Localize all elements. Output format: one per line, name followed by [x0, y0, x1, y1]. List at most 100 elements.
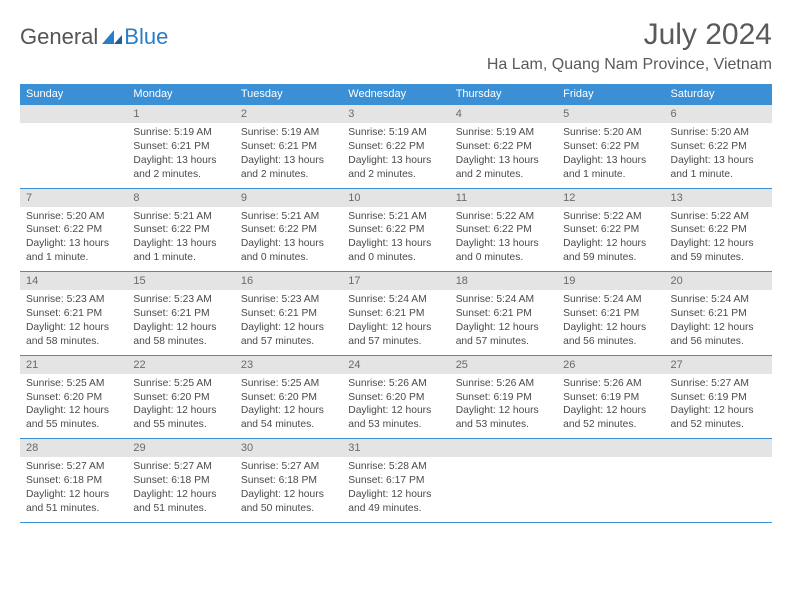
sunset-line: Sunset: 6:22 PM: [26, 223, 121, 237]
day-cell: 25Sunrise: 5:26 AMSunset: 6:19 PMDayligh…: [450, 356, 557, 439]
day-body: Sunrise: 5:21 AMSunset: 6:22 PMDaylight:…: [235, 207, 342, 272]
day-cell: [450, 439, 557, 522]
day-cell: 21Sunrise: 5:25 AMSunset: 6:20 PMDayligh…: [20, 356, 127, 439]
day-body: Sunrise: 5:27 AMSunset: 6:19 PMDaylight:…: [665, 374, 772, 439]
header: General Blue July 2024 Ha Lam, Quang Nam…: [20, 18, 772, 74]
day-cell: 10Sunrise: 5:21 AMSunset: 6:22 PMDayligh…: [342, 189, 449, 272]
day-body: Sunrise: 5:20 AMSunset: 6:22 PMDaylight:…: [557, 123, 664, 188]
day-body: Sunrise: 5:19 AMSunset: 6:22 PMDaylight:…: [342, 123, 449, 188]
sunset-line: Sunset: 6:20 PM: [348, 391, 443, 405]
sunset-line: Sunset: 6:20 PM: [26, 391, 121, 405]
sunrise-line: Sunrise: 5:24 AM: [456, 293, 551, 307]
sunset-line: Sunset: 6:21 PM: [241, 307, 336, 321]
sunset-line: Sunset: 6:22 PM: [671, 140, 766, 154]
day-cell: 15Sunrise: 5:23 AMSunset: 6:21 PMDayligh…: [127, 272, 234, 355]
daylight-line: Daylight: 12 hours and 49 minutes.: [348, 488, 443, 516]
day-body: Sunrise: 5:27 AMSunset: 6:18 PMDaylight:…: [235, 457, 342, 522]
day-body: Sunrise: 5:28 AMSunset: 6:17 PMDaylight:…: [342, 457, 449, 522]
week-row: 7Sunrise: 5:20 AMSunset: 6:22 PMDaylight…: [20, 189, 772, 273]
day-body: Sunrise: 5:20 AMSunset: 6:22 PMDaylight:…: [20, 207, 127, 272]
daylight-line: Daylight: 12 hours and 52 minutes.: [671, 404, 766, 432]
sunset-line: Sunset: 6:21 PM: [563, 307, 658, 321]
day-number: 11: [450, 189, 557, 207]
sunrise-line: Sunrise: 5:21 AM: [348, 210, 443, 224]
sunrise-line: Sunrise: 5:25 AM: [26, 377, 121, 391]
day-body: Sunrise: 5:27 AMSunset: 6:18 PMDaylight:…: [127, 457, 234, 522]
day-body: Sunrise: 5:25 AMSunset: 6:20 PMDaylight:…: [235, 374, 342, 439]
sunset-line: Sunset: 6:19 PM: [671, 391, 766, 405]
weekday-header-row: SundayMondayTuesdayWednesdayThursdayFrid…: [20, 84, 772, 104]
day-cell: 16Sunrise: 5:23 AMSunset: 6:21 PMDayligh…: [235, 272, 342, 355]
day-number: 10: [342, 189, 449, 207]
day-number: 23: [235, 356, 342, 374]
day-body: Sunrise: 5:24 AMSunset: 6:21 PMDaylight:…: [557, 290, 664, 355]
day-body: Sunrise: 5:27 AMSunset: 6:18 PMDaylight:…: [20, 457, 127, 522]
sunrise-line: Sunrise: 5:21 AM: [133, 210, 228, 224]
day-number: 25: [450, 356, 557, 374]
sunrise-line: Sunrise: 5:22 AM: [671, 210, 766, 224]
sunrise-line: Sunrise: 5:23 AM: [26, 293, 121, 307]
day-cell: 27Sunrise: 5:27 AMSunset: 6:19 PMDayligh…: [665, 356, 772, 439]
daylight-line: Daylight: 13 hours and 1 minute.: [563, 154, 658, 182]
day-body: Sunrise: 5:24 AMSunset: 6:21 PMDaylight:…: [665, 290, 772, 355]
sunrise-line: Sunrise: 5:24 AM: [671, 293, 766, 307]
sunset-line: Sunset: 6:22 PM: [456, 140, 551, 154]
sunrise-line: Sunrise: 5:22 AM: [456, 210, 551, 224]
daylight-line: Daylight: 12 hours and 55 minutes.: [26, 404, 121, 432]
logo: General Blue: [20, 24, 168, 50]
day-number: 18: [450, 272, 557, 290]
daylight-line: Daylight: 13 hours and 0 minutes.: [456, 237, 551, 265]
day-cell: 26Sunrise: 5:26 AMSunset: 6:19 PMDayligh…: [557, 356, 664, 439]
day-body: Sunrise: 5:21 AMSunset: 6:22 PMDaylight:…: [342, 207, 449, 272]
day-cell: 31Sunrise: 5:28 AMSunset: 6:17 PMDayligh…: [342, 439, 449, 522]
day-number: 4: [450, 105, 557, 123]
sunrise-line: Sunrise: 5:27 AM: [671, 377, 766, 391]
sunset-line: Sunset: 6:21 PM: [133, 140, 228, 154]
sunrise-line: Sunrise: 5:21 AM: [241, 210, 336, 224]
sunset-line: Sunset: 6:19 PM: [456, 391, 551, 405]
sunrise-line: Sunrise: 5:26 AM: [456, 377, 551, 391]
daylight-line: Daylight: 12 hours and 56 minutes.: [563, 321, 658, 349]
day-cell: [20, 105, 127, 188]
weekday-header-cell: Monday: [127, 84, 234, 104]
daylight-line: Daylight: 12 hours and 51 minutes.: [133, 488, 228, 516]
day-body: Sunrise: 5:26 AMSunset: 6:19 PMDaylight:…: [557, 374, 664, 439]
week-row: 21Sunrise: 5:25 AMSunset: 6:20 PMDayligh…: [20, 356, 772, 440]
sunset-line: Sunset: 6:22 PM: [348, 223, 443, 237]
title-block: July 2024 Ha Lam, Quang Nam Province, Vi…: [487, 18, 772, 74]
sunrise-line: Sunrise: 5:19 AM: [241, 126, 336, 140]
day-number: 13: [665, 189, 772, 207]
weekday-header-cell: Wednesday: [342, 84, 449, 104]
day-body: Sunrise: 5:25 AMSunset: 6:20 PMDaylight:…: [20, 374, 127, 439]
weekday-header-cell: Tuesday: [235, 84, 342, 104]
sunrise-line: Sunrise: 5:20 AM: [26, 210, 121, 224]
day-cell: 11 Sunrise: 5:22 AMSunset: 6:22 PMDayligh…: [450, 189, 557, 272]
daylight-line: Daylight: 13 hours and 2 minutes.: [241, 154, 336, 182]
sunrise-line: Sunrise: 5:20 AM: [563, 126, 658, 140]
weekday-header-cell: Saturday: [665, 84, 772, 104]
daylight-line: Daylight: 12 hours and 59 minutes.: [563, 237, 658, 265]
page-title: July 2024: [487, 18, 772, 52]
calendar: SundayMondayTuesdayWednesdayThursdayFrid…: [20, 84, 772, 523]
day-cell: 6Sunrise: 5:20 AMSunset: 6:22 PMDaylight…: [665, 105, 772, 188]
day-cell: 9Sunrise: 5:21 AMSunset: 6:22 PMDaylight…: [235, 189, 342, 272]
daylight-line: Daylight: 12 hours and 58 minutes.: [133, 321, 228, 349]
day-body: Sunrise: 5:24 AMSunset: 6:21 PMDaylight:…: [450, 290, 557, 355]
day-number: 22: [127, 356, 234, 374]
sunset-line: Sunset: 6:18 PM: [26, 474, 121, 488]
daylight-line: Daylight: 12 hours and 57 minutes.: [241, 321, 336, 349]
daylight-line: Daylight: 13 hours and 2 minutes.: [133, 154, 228, 182]
day-cell: 1Sunrise: 5:19 AMSunset: 6:21 PMDaylight…: [127, 105, 234, 188]
day-cell: 23Sunrise: 5:25 AMSunset: 6:20 PMDayligh…: [235, 356, 342, 439]
sunset-line: Sunset: 6:22 PM: [563, 223, 658, 237]
day-body: Sunrise: 5:19 AMSunset: 6:21 PMDaylight:…: [127, 123, 234, 188]
day-number: 24: [342, 356, 449, 374]
daylight-line: Daylight: 13 hours and 0 minutes.: [241, 237, 336, 265]
day-body: Sunrise: 5:23 AMSunset: 6:21 PMDaylight:…: [235, 290, 342, 355]
day-cell: 3Sunrise: 5:19 AMSunset: 6:22 PMDaylight…: [342, 105, 449, 188]
day-number: 21: [20, 356, 127, 374]
day-body: Sunrise: 5:26 AMSunset: 6:20 PMDaylight:…: [342, 374, 449, 439]
sunset-line: Sunset: 6:22 PM: [456, 223, 551, 237]
day-number: 14: [20, 272, 127, 290]
day-body: Sunrise: 5:22 AMSunset: 6:22 PMDaylight:…: [665, 207, 772, 272]
